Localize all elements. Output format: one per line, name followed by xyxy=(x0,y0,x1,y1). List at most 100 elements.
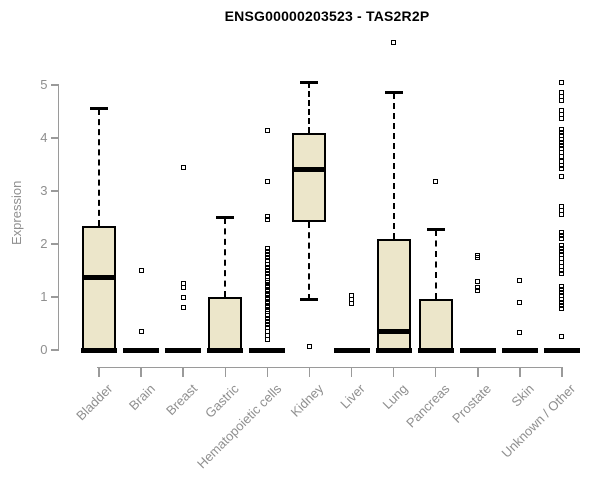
outlier-point-hematopoietic-cells xyxy=(264,255,270,261)
median-bladder xyxy=(82,274,116,280)
outlier-point-hematopoietic-cells xyxy=(264,274,270,280)
x-axis-tick xyxy=(98,366,100,377)
outlier-point-breast xyxy=(180,294,186,300)
median-kidney xyxy=(292,167,327,173)
zero-bar-brain xyxy=(123,347,160,353)
outlier-point-unknown-other xyxy=(559,271,565,277)
outlier-point-hematopoietic-cells xyxy=(264,296,270,302)
outlier-point-prostate xyxy=(475,255,481,261)
outlier-point-hematopoietic-cells xyxy=(264,322,270,328)
zero-bar-hematopoietic-cells xyxy=(249,347,286,353)
zero-bar-prostate xyxy=(459,347,496,353)
outlier-point-hematopoietic-cells xyxy=(264,304,270,310)
outlier-point-unknown-other xyxy=(559,127,565,133)
x-axis-tick xyxy=(266,366,269,377)
outlier-point-brain xyxy=(138,328,144,334)
x-tick-label: Kidney xyxy=(287,381,327,420)
outlier-point-unknown-other xyxy=(559,133,565,139)
outlier-point-hematopoietic-cells xyxy=(264,213,270,219)
outlier-point-hematopoietic-cells xyxy=(264,301,270,307)
outlier-point-hematopoietic-cells xyxy=(264,252,270,258)
x-axis-line xyxy=(97,366,561,368)
outlier-point-unknown-other xyxy=(559,302,565,308)
chart-title: ENSG00000203523 - TAS2R2P xyxy=(224,8,430,24)
outlier-point-hematopoietic-cells xyxy=(264,290,270,296)
y-tick-label: 3 xyxy=(40,183,48,198)
x-axis-tick xyxy=(350,366,353,377)
x-axis-tick xyxy=(140,366,142,377)
outlier-point-hematopoietic-cells xyxy=(264,285,270,291)
outlier-point-unknown-other xyxy=(559,242,565,248)
outlier-point-unknown-other xyxy=(559,296,565,302)
outlier-point-unknown-other xyxy=(559,153,565,159)
upper-whisker-kidney xyxy=(308,82,311,133)
median-lung xyxy=(376,328,411,334)
outlier-point-hematopoietic-cells xyxy=(264,127,270,133)
outlier-point-hematopoietic-cells xyxy=(264,264,270,270)
y-tick-label: 1 xyxy=(40,289,48,304)
outlier-point-hematopoietic-cells xyxy=(264,336,270,342)
outlier-point-breast xyxy=(180,164,186,170)
x-axis-tick xyxy=(392,366,395,377)
x-tick-label: Lung xyxy=(379,381,411,413)
zero-bar-skin xyxy=(501,347,538,353)
zero-bar-unknown-other xyxy=(543,347,580,353)
y-axis-tick xyxy=(50,349,58,351)
outlier-point-lung xyxy=(391,40,397,46)
outlier-point-unknown-other xyxy=(559,287,565,293)
outlier-point-hematopoietic-cells xyxy=(264,312,270,318)
outlier-point-hematopoietic-cells xyxy=(264,318,270,324)
y-axis-line xyxy=(57,84,59,351)
y-axis-tick xyxy=(50,84,58,86)
box-bladder xyxy=(82,225,116,350)
upper-whisker-pancreas xyxy=(434,229,437,299)
outlier-point-unknown-other xyxy=(559,79,565,85)
outlier-point-hematopoietic-cells xyxy=(264,248,270,254)
y-axis-tick xyxy=(50,296,58,298)
zero-bar-liver xyxy=(333,347,370,353)
outlier-point-breast xyxy=(180,305,186,311)
box-gastric xyxy=(208,297,243,350)
outlier-point-unknown-other xyxy=(559,290,565,296)
outlier-point-hematopoietic-cells xyxy=(264,298,270,304)
x-tick-label: Skin xyxy=(508,381,537,410)
outlier-point-unknown-other xyxy=(559,248,565,254)
x-axis-tick xyxy=(477,366,479,377)
x-tick-label: Brain xyxy=(125,381,158,414)
outlier-point-unknown-other xyxy=(559,283,565,289)
y-tick-label: 4 xyxy=(40,130,48,145)
outlier-point-hematopoietic-cells xyxy=(264,293,270,299)
zero-bar-pancreas xyxy=(417,347,454,353)
outlier-point-prostate xyxy=(475,285,481,291)
outlier-point-kidney xyxy=(306,343,312,349)
x-tick-label: Gastric xyxy=(202,381,242,421)
outlier-point-hematopoietic-cells xyxy=(264,258,270,264)
upper-whisker-gastric xyxy=(224,217,227,297)
outlier-point-hematopoietic-cells xyxy=(264,271,270,277)
outlier-point-unknown-other xyxy=(559,116,565,122)
outlier-point-unknown-other xyxy=(559,299,565,305)
x-axis-tick xyxy=(308,366,311,377)
outlier-point-hematopoietic-cells xyxy=(264,309,270,315)
x-tick-label: Pancreas xyxy=(402,381,453,431)
outlier-point-unknown-other xyxy=(559,334,565,340)
x-axis-tick xyxy=(182,366,184,377)
outlier-point-unknown-other xyxy=(559,211,565,217)
outlier-point-liver xyxy=(349,300,355,306)
outlier-point-unknown-other xyxy=(559,98,565,104)
outlier-point-hematopoietic-cells xyxy=(264,280,270,286)
outlier-point-skin xyxy=(517,299,523,305)
outlier-point-unknown-other xyxy=(559,229,565,235)
zero-bar-gastric xyxy=(207,347,244,353)
zero-bar-lung xyxy=(375,347,412,353)
y-axis-tick xyxy=(50,243,58,245)
outlier-point-unknown-other xyxy=(559,130,565,136)
outlier-point-unknown-other xyxy=(559,166,565,172)
outlier-point-prostate xyxy=(475,288,481,294)
outlier-point-hematopoietic-cells xyxy=(264,245,270,251)
outlier-point-hematopoietic-cells xyxy=(264,277,270,283)
x-axis-tick xyxy=(561,366,563,377)
lower-whisker-cap-kidney xyxy=(300,298,319,302)
y-tick-label: 2 xyxy=(40,236,48,251)
